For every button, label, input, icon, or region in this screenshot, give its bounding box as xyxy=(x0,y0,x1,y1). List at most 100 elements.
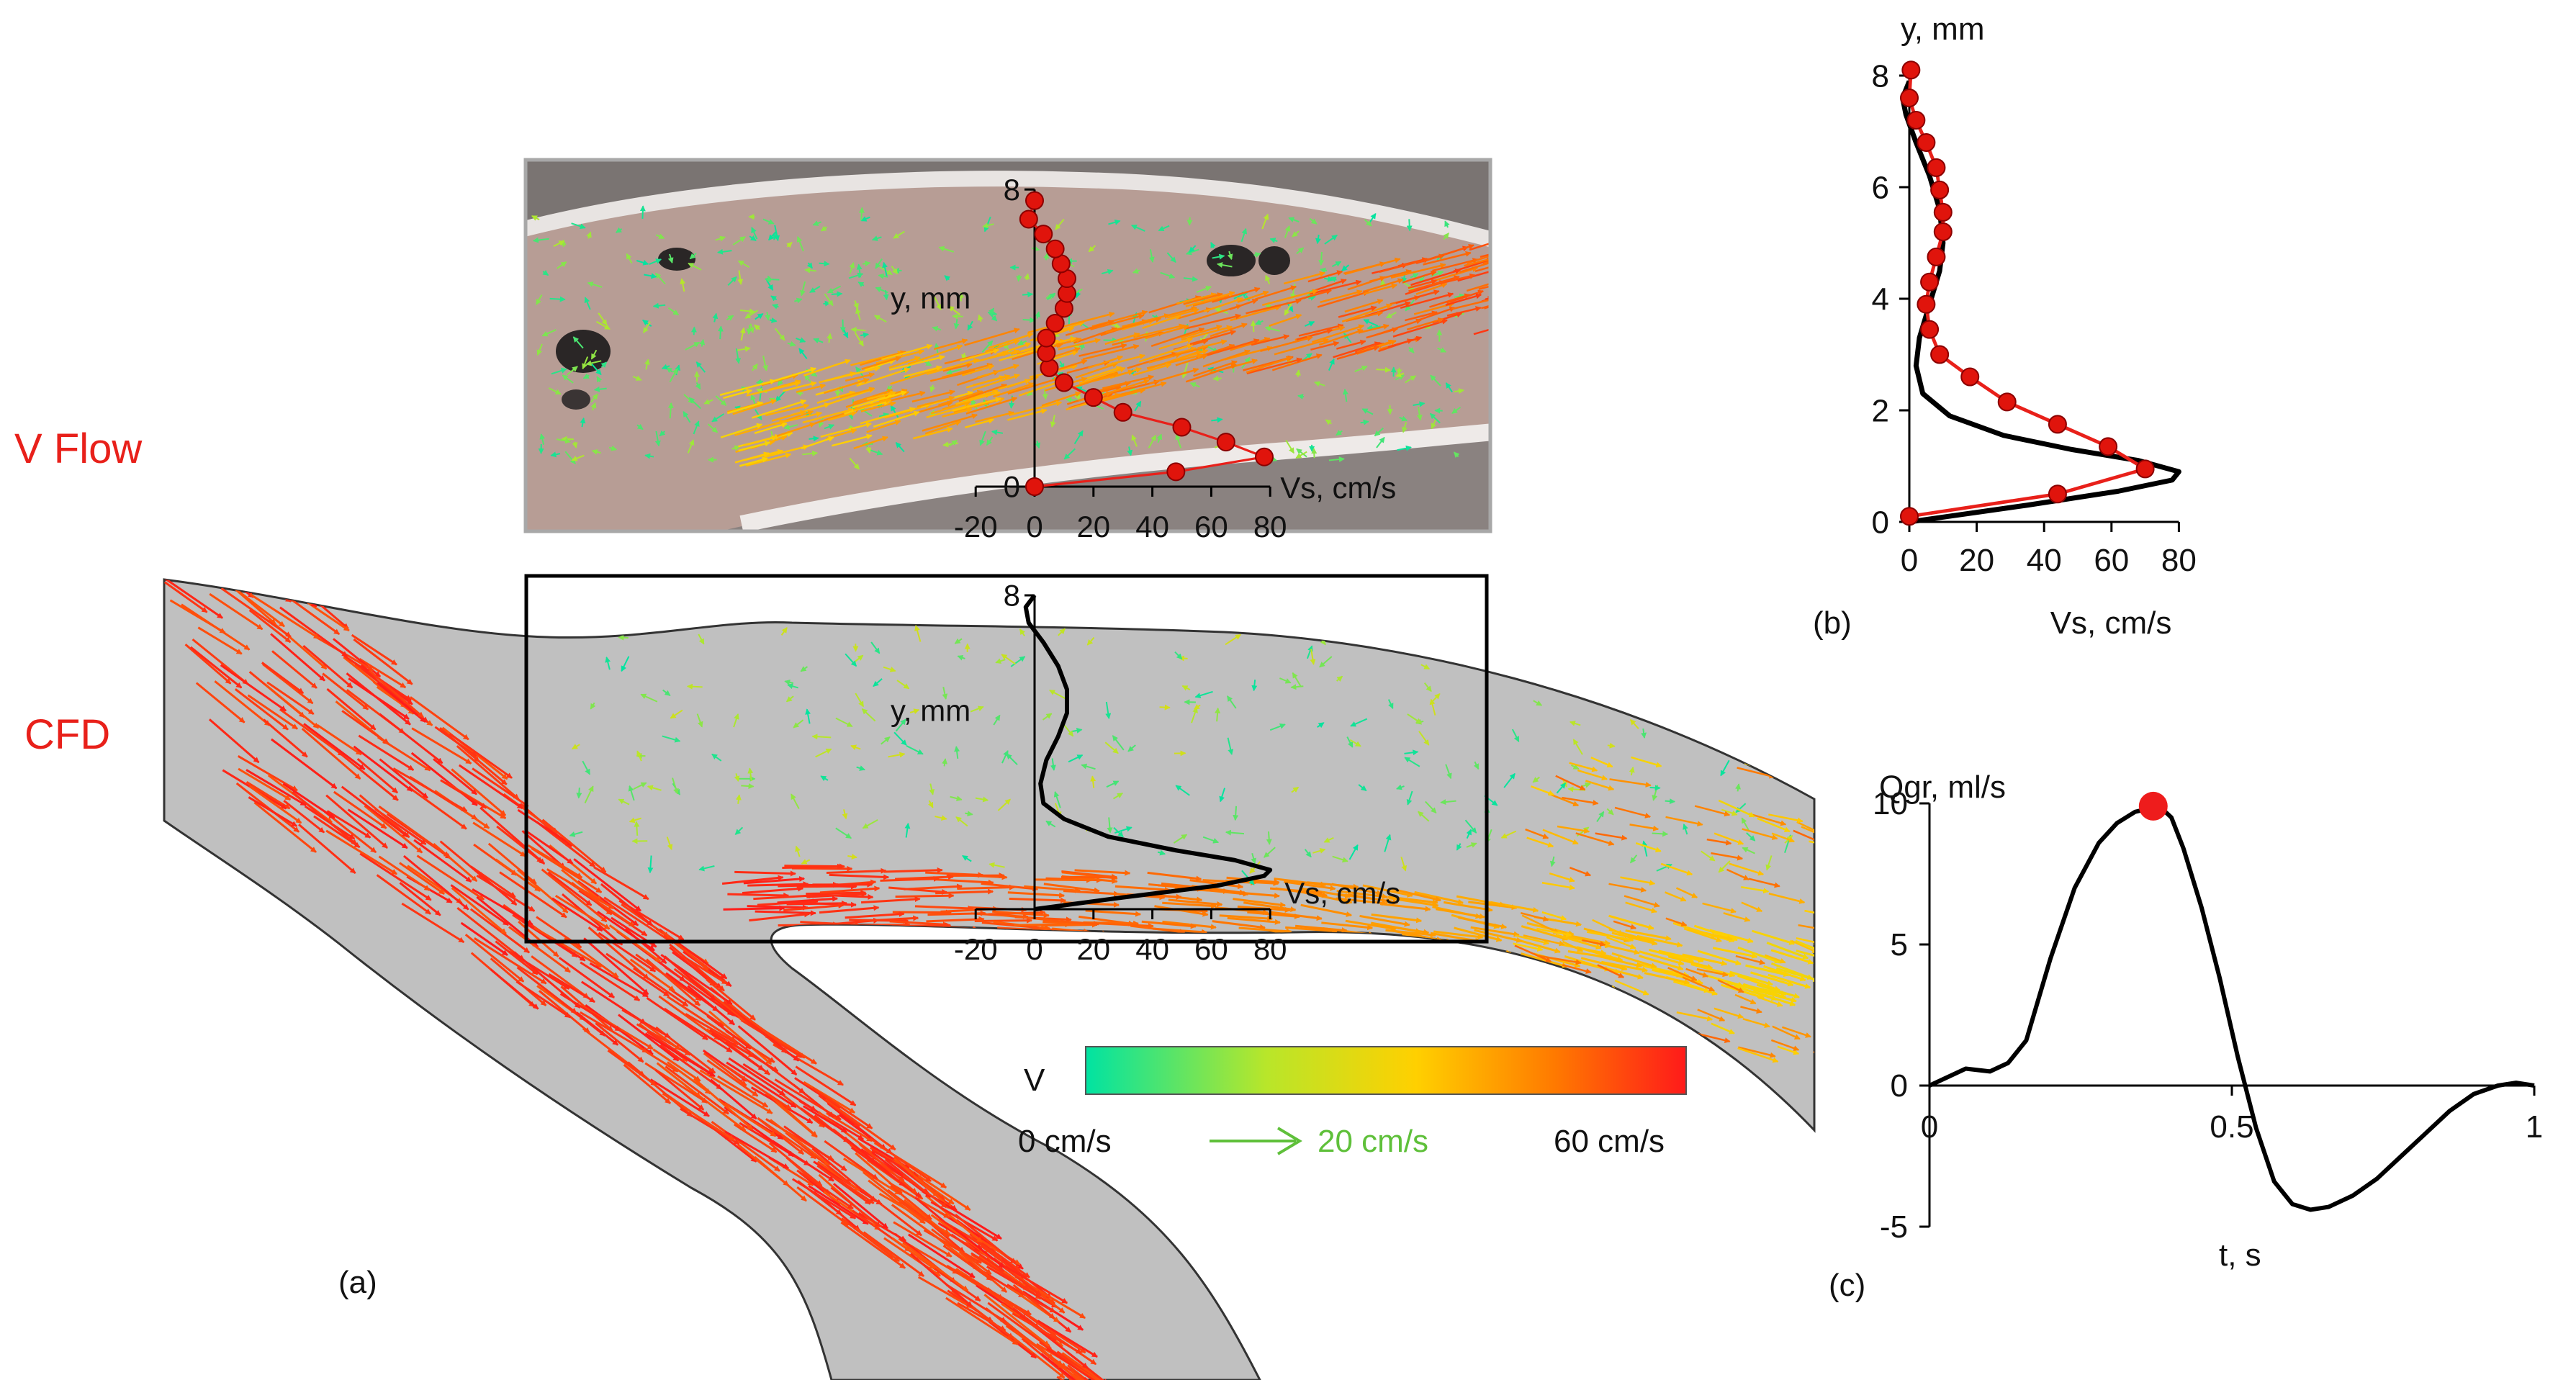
velocity-arrow xyxy=(979,430,986,446)
velocity-arrow xyxy=(1457,270,1490,282)
velocity-arrow xyxy=(183,490,236,529)
velocity-arrow xyxy=(1444,220,1450,228)
velocity-arrow xyxy=(1063,312,1115,328)
velocity-arrow xyxy=(893,230,905,239)
velocity-arrow xyxy=(824,424,835,430)
velocity-arrow xyxy=(538,990,590,1034)
velocity-arrow xyxy=(1130,225,1145,232)
velocity-arrow xyxy=(1237,290,1269,303)
velocity-arrow xyxy=(693,420,700,435)
velocity-arrow xyxy=(744,310,759,319)
velocity-arrow xyxy=(238,767,292,801)
cfd-label: CFD xyxy=(24,711,110,758)
velocity-arrow xyxy=(1431,418,1437,430)
velocity-arrow xyxy=(755,379,764,385)
data-point xyxy=(1054,373,1073,392)
velocity-arrow xyxy=(531,955,590,999)
velocity-arrow xyxy=(270,633,325,682)
velocity-arrow xyxy=(942,407,973,418)
velocity-arrow xyxy=(1788,766,1810,777)
y-tick-label: 0 xyxy=(1004,470,1020,504)
velocity-arrow xyxy=(737,346,751,352)
data-point xyxy=(1255,447,1274,466)
velocity-arrow xyxy=(864,358,896,371)
velocity-arrow xyxy=(571,222,586,230)
velocity-arrow xyxy=(726,401,764,415)
velocity-arrow xyxy=(719,379,776,396)
data-point xyxy=(1216,433,1235,452)
velocity-arrow xyxy=(659,430,666,437)
velocity-arrow xyxy=(584,297,591,310)
x-axis-label: Vs, cm/s xyxy=(1280,471,1396,505)
data-point xyxy=(1933,202,1953,222)
velocity-arrow xyxy=(616,227,623,233)
velocity-arrow xyxy=(685,341,701,351)
velocity-arrow xyxy=(1330,276,1337,282)
velocity-arrow xyxy=(1146,353,1203,369)
color-legend: V 0 cm/s 20 cm/s 60 cm/s xyxy=(1018,1046,1687,1159)
velocity-arrow xyxy=(1373,318,1422,337)
velocity-arrow xyxy=(882,261,888,277)
velocity-arrow xyxy=(732,236,746,245)
velocity-arrow xyxy=(472,821,526,857)
x-tick-label: -20 xyxy=(954,932,998,966)
velocity-arrow xyxy=(804,267,816,274)
velocity-arrow xyxy=(1180,325,1222,339)
velocity-arrow xyxy=(769,317,778,323)
velocity-arrow xyxy=(772,304,779,310)
velocity-arrow xyxy=(1296,448,1307,458)
velocity-arrow xyxy=(600,361,608,368)
velocity-arrow xyxy=(1642,653,1649,662)
velocity-arrow xyxy=(775,411,823,425)
velocity-arrow xyxy=(1073,430,1084,445)
velocity-arrow xyxy=(532,237,549,243)
velocity-arrow xyxy=(474,937,547,985)
vessel-wall-bottom-highlight xyxy=(739,423,1490,531)
velocity-arrow xyxy=(595,1022,644,1063)
velocity-arrow xyxy=(572,336,584,349)
velocity-arrow xyxy=(1410,269,1462,287)
velocity-arrow xyxy=(176,504,228,547)
velocity-arrow xyxy=(1705,734,1716,742)
velocity-arrow xyxy=(1341,264,1350,271)
velocity-arrow xyxy=(1101,269,1114,275)
velocity-arrow xyxy=(866,420,901,433)
velocity-arrow xyxy=(764,276,780,283)
velocity-arrow xyxy=(1035,311,1040,319)
velocity-arrow xyxy=(1489,268,1490,271)
velocity-arrow xyxy=(783,381,817,392)
y-axis-label: y, mm xyxy=(1901,12,1985,47)
velocity-arrow xyxy=(1202,349,1251,368)
velocity-arrow xyxy=(802,407,855,424)
velocity-arrow xyxy=(669,368,678,383)
velocity-arrow xyxy=(591,448,601,455)
velocity-arrow xyxy=(1296,247,1305,255)
velocity-arrow xyxy=(1176,292,1217,305)
velocity-arrow xyxy=(174,462,218,497)
velocity-arrow xyxy=(636,259,649,266)
x-tick-label: 0 xyxy=(1026,510,1042,544)
velocity-arrow xyxy=(727,276,737,287)
velocity-arrow xyxy=(827,285,842,294)
velocity-arrow xyxy=(539,433,546,445)
velocity-arrow xyxy=(988,307,995,315)
velocity-arrow xyxy=(786,242,793,248)
velocity-arrow xyxy=(854,332,864,347)
velocity-arrow xyxy=(1183,292,1223,305)
velocity-arrow xyxy=(583,937,649,996)
velocity-arrow xyxy=(1132,268,1140,274)
velocity-arrow xyxy=(737,1025,798,1076)
velocity-arrow xyxy=(1649,1037,1678,1047)
velocity-arrow xyxy=(1183,276,1198,282)
velocity-arrow xyxy=(508,950,570,990)
velocity-arrow xyxy=(1181,362,1189,379)
velocity-arrow xyxy=(1325,419,1332,425)
x-tick-label: 0 xyxy=(1901,543,1918,578)
velocity-arrow xyxy=(1536,973,1566,986)
velocity-arrow xyxy=(1307,270,1343,283)
velocity-arrow xyxy=(1342,388,1348,402)
velocity-arrow xyxy=(762,218,775,225)
velocity-arrow xyxy=(819,261,830,267)
velocity-arrow xyxy=(774,225,780,242)
